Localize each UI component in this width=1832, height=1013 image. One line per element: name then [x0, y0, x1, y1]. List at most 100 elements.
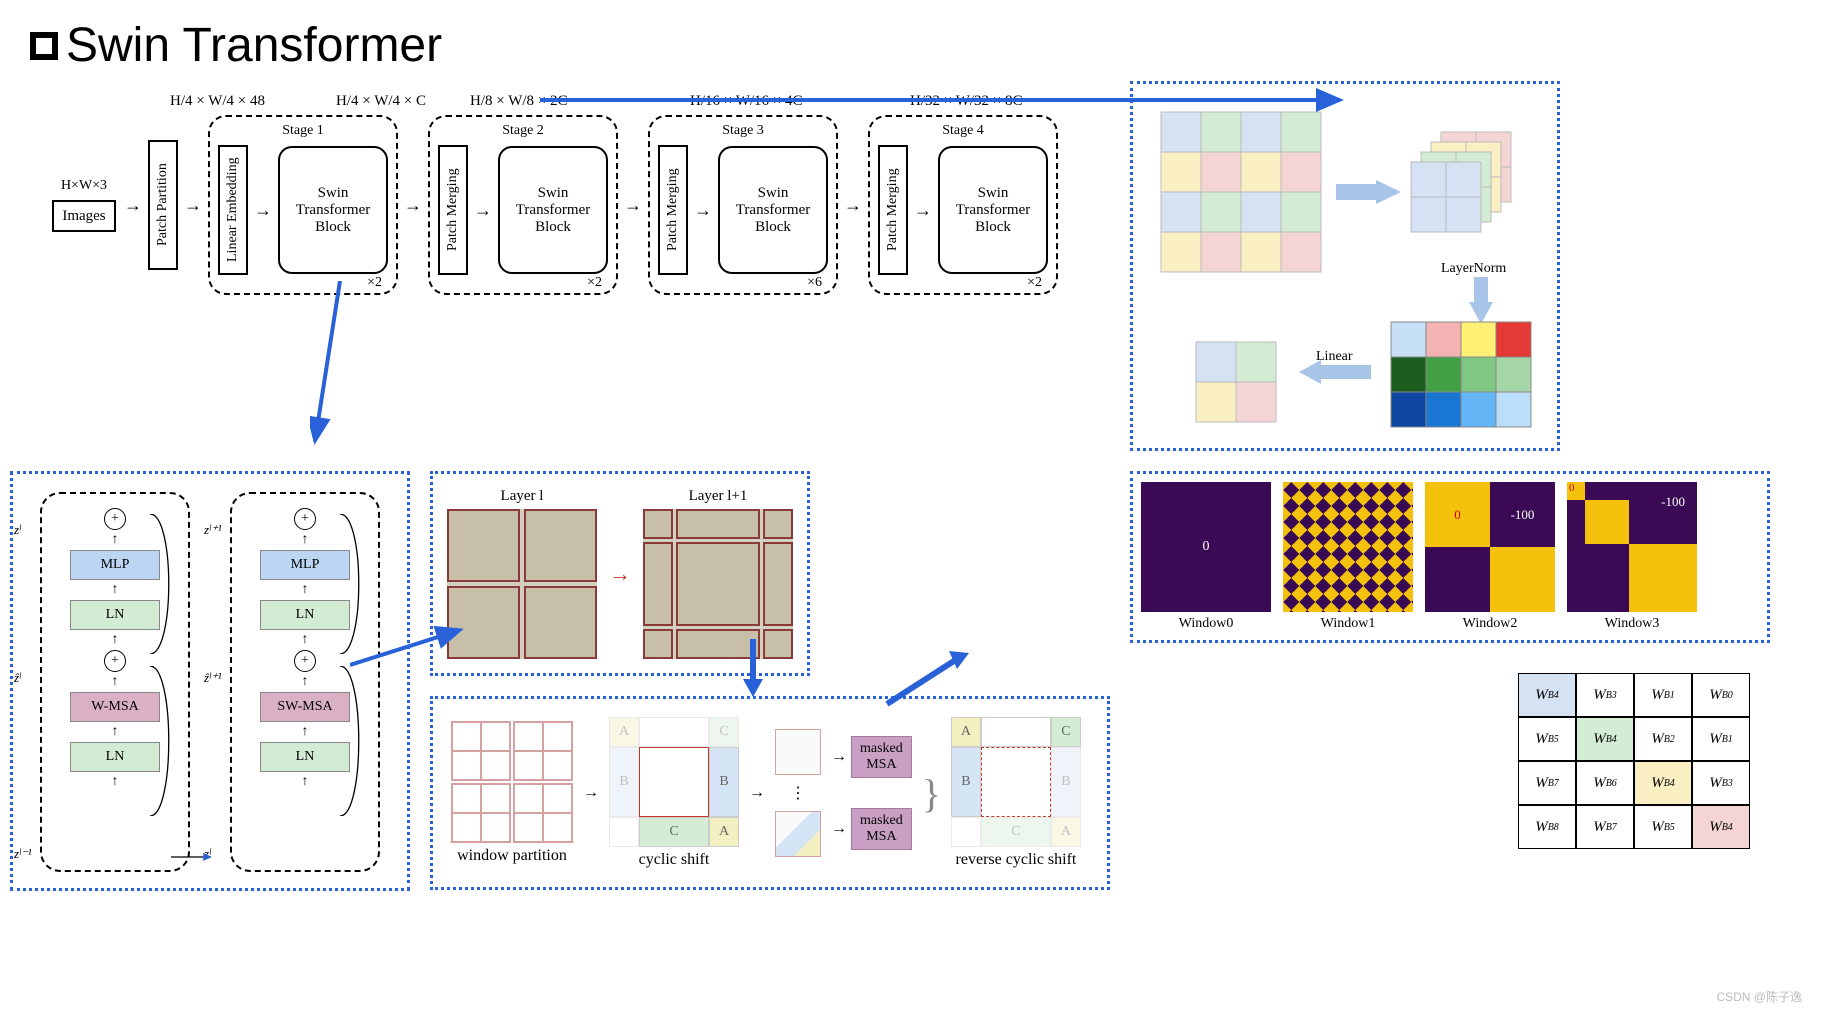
wb-cell: WB1	[1634, 673, 1692, 717]
z-label: ẑˡ⁺¹	[204, 670, 222, 686]
stage-mult: ×2	[367, 275, 382, 291]
residual-add-icon: +	[294, 650, 316, 672]
wb-cell: WB0	[1692, 673, 1750, 717]
cyclic-shift-illustration: window partition → AC BB CA cyclic shift…	[430, 696, 1110, 890]
up-arrow-icon: ↑	[302, 532, 309, 548]
mask-window3: -100 0 Window3	[1567, 482, 1697, 632]
ln-box: LN	[70, 600, 160, 630]
stage-mult: ×6	[807, 275, 822, 291]
wb-cell: WB4	[1692, 805, 1750, 849]
wb-cell: WB5	[1518, 717, 1576, 761]
up-arrow-icon: ↑	[112, 774, 119, 790]
stage-name: Stage 3	[650, 123, 836, 139]
arrow-icon: →	[254, 200, 272, 221]
down-arrow-icon	[733, 639, 773, 699]
up-arrow-icon: ↑	[112, 632, 119, 648]
swmsa-box: SW-MSA	[260, 692, 350, 722]
swin-block-internals: zˡ + ↑ MLP ↑ LN ↑ ẑˡ + ↑ W-MSA ↑ LN ↑ zˡ…	[10, 471, 410, 891]
patch-merging: Patch Merging	[658, 145, 688, 275]
page-title: Swin Transformer	[66, 18, 442, 73]
masked-msa: masked MSA	[851, 808, 912, 850]
wmsa-column: zˡ + ↑ MLP ↑ LN ↑ ẑˡ + ↑ W-MSA ↑ LN ↑ zˡ…	[40, 492, 190, 872]
up-arrow-icon: ↑	[302, 582, 309, 598]
up-arrow-icon: ↑	[302, 724, 309, 740]
input-box: Images	[52, 200, 116, 232]
arrow-icon: →	[694, 200, 712, 221]
wb-cell: WB3	[1692, 761, 1750, 805]
swin-block: Swin Transformer Block	[278, 146, 388, 274]
skip-connection-icon	[150, 514, 180, 654]
dim-label: H/4 × W/4 × 48	[170, 93, 265, 110]
arrow-icon: →	[404, 195, 422, 216]
stage-name: Stage 2	[430, 123, 616, 139]
arrow-icon: →	[624, 195, 642, 216]
ln-box: LN	[70, 742, 160, 772]
partition-grid	[451, 721, 573, 843]
up-arrow-icon: ↑	[302, 674, 309, 690]
up-arrow-icon: ↑	[112, 724, 119, 740]
z-label: zˡ⁻¹	[14, 846, 32, 862]
dim-label: H/16 × W/16 × 4C	[690, 93, 802, 110]
stage-mult: ×2	[1027, 275, 1042, 291]
skip-connection-icon	[340, 514, 370, 654]
linear-embedding: Linear Embedding	[218, 145, 248, 275]
layer-l-windows	[447, 509, 597, 659]
skip-connection-icon	[150, 666, 180, 816]
arrow-icon: →	[583, 784, 599, 802]
bullet-icon	[30, 32, 58, 60]
title-row: Swin Transformer	[10, 10, 1822, 81]
masked-msa: masked MSA	[851, 736, 912, 778]
stage-name: Stage 1	[210, 123, 396, 139]
stage-mult: ×2	[587, 275, 602, 291]
input-dim: H×W×3	[50, 178, 118, 194]
batched-windows: ⋮	[775, 729, 821, 857]
layernorm-label: LayerNorm	[1441, 261, 1506, 276]
residual-add-icon: +	[294, 508, 316, 530]
partition-label: window partition	[457, 847, 567, 865]
merge-stack	[1411, 132, 1511, 232]
swin-block: Swin Transformer Block	[718, 146, 828, 274]
residual-add-icon: +	[104, 650, 126, 672]
mlp-box: MLP	[260, 550, 350, 580]
up-arrow-icon: ↑	[302, 632, 309, 648]
swin-block: Swin Transformer Block	[498, 146, 608, 274]
layer-l-label: Layer l	[501, 488, 544, 505]
arrow-icon: →	[474, 200, 492, 221]
wb-cell: WB1	[1692, 717, 1750, 761]
merge-output	[1196, 342, 1276, 422]
wb-cell: WB7	[1518, 761, 1576, 805]
dim-label: H/4 × W/4 × C	[336, 93, 426, 110]
z-label: ẑˡ	[14, 670, 21, 686]
patch-merging: Patch Merging	[438, 145, 468, 275]
patch-merge-illustration: LayerNorm Linear	[1130, 81, 1560, 451]
watermark: CSDN @陈子逸	[1716, 988, 1802, 1005]
up-arrow-icon: ↑	[302, 774, 309, 790]
arrow-icon: →	[124, 195, 142, 216]
ln-box: LN	[260, 742, 350, 772]
skip-connection-icon	[340, 666, 370, 816]
arrow-icon: →	[914, 200, 932, 221]
mask-window1: Window1	[1283, 482, 1413, 632]
inter-block-arrow-icon	[171, 832, 211, 862]
layer-l1-label: Layer l+1	[689, 488, 748, 505]
layer-l1-windows	[643, 509, 793, 659]
wmsa-box: W-MSA	[70, 692, 160, 722]
stage-3: H/16 × W/16 × 4C Stage 3 Patch Merging →…	[648, 115, 838, 295]
wb-cell: WB2	[1634, 717, 1692, 761]
arrow-icon: →	[844, 195, 862, 216]
ln-box: LN	[260, 600, 350, 630]
arrow-icon: →	[749, 784, 765, 802]
stage-name: Stage 4	[870, 123, 1056, 139]
stage-2: H/8 × W/8 × 2C Stage 2 Patch Merging → S…	[428, 115, 618, 295]
pipeline: H×W×3 Images → Patch Partition → H/4 × W…	[50, 81, 1110, 295]
callout-arrow-icon	[310, 281, 400, 451]
up-arrow-icon: ↑	[112, 532, 119, 548]
swin-block: Swin Transformer Block	[938, 146, 1048, 274]
dim-label: H/8 × W/8 × 2C	[470, 93, 567, 110]
residual-add-icon: +	[104, 508, 126, 530]
arrow-icon: →	[184, 195, 202, 216]
reverse-label: reverse cyclic shift	[956, 851, 1077, 869]
wb-cell: WB4	[1634, 761, 1692, 805]
mask-window2: 0 -100 Window2	[1425, 482, 1555, 632]
merge-input-grid	[1161, 112, 1321, 272]
